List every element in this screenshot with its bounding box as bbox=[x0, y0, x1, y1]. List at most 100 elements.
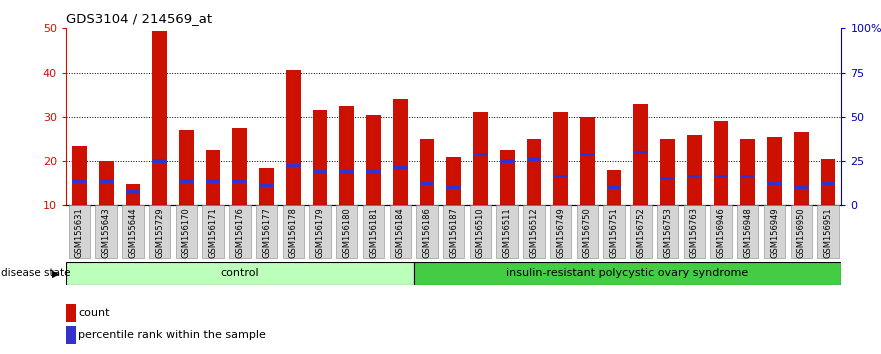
Bar bbox=[69, 205, 90, 258]
Text: GSM156512: GSM156512 bbox=[529, 207, 538, 258]
Text: GSM156752: GSM156752 bbox=[636, 207, 646, 258]
Bar bbox=[470, 205, 491, 258]
Bar bbox=[687, 135, 701, 205]
Bar bbox=[523, 205, 544, 258]
Bar bbox=[818, 205, 839, 258]
Bar bbox=[149, 205, 170, 258]
Bar bbox=[443, 205, 464, 258]
Bar bbox=[687, 175, 701, 178]
Bar bbox=[259, 168, 274, 205]
Bar bbox=[233, 128, 248, 205]
Bar bbox=[500, 159, 515, 163]
Text: GSM155729: GSM155729 bbox=[155, 207, 164, 258]
Bar bbox=[447, 156, 461, 205]
Text: GSM156948: GSM156948 bbox=[744, 207, 752, 258]
Bar bbox=[313, 171, 328, 174]
Text: ▶: ▶ bbox=[51, 268, 59, 279]
Bar bbox=[740, 139, 755, 205]
Bar bbox=[366, 171, 381, 174]
Bar bbox=[580, 153, 595, 156]
Bar bbox=[95, 205, 117, 258]
Bar bbox=[286, 164, 300, 167]
Bar bbox=[737, 205, 759, 258]
Text: GSM156750: GSM156750 bbox=[583, 207, 592, 258]
Bar bbox=[820, 182, 835, 185]
Bar bbox=[126, 184, 140, 205]
Bar bbox=[122, 205, 144, 258]
Bar bbox=[660, 177, 675, 181]
Bar bbox=[764, 205, 785, 258]
Text: GSM156946: GSM156946 bbox=[716, 207, 726, 258]
Text: GSM156177: GSM156177 bbox=[262, 207, 271, 258]
Bar bbox=[714, 121, 729, 205]
Bar bbox=[313, 110, 328, 205]
Bar bbox=[66, 304, 76, 321]
Bar bbox=[259, 184, 274, 187]
Bar bbox=[630, 205, 652, 258]
Bar bbox=[283, 205, 304, 258]
Bar bbox=[126, 190, 140, 194]
Bar bbox=[206, 179, 220, 183]
Text: GSM155644: GSM155644 bbox=[129, 207, 137, 258]
Text: GSM156179: GSM156179 bbox=[315, 207, 324, 258]
Bar bbox=[497, 205, 518, 258]
Bar bbox=[72, 145, 87, 205]
Text: GSM156753: GSM156753 bbox=[663, 207, 672, 258]
Bar bbox=[255, 205, 278, 258]
Text: GSM156178: GSM156178 bbox=[289, 207, 298, 258]
Bar bbox=[417, 205, 438, 258]
Bar bbox=[767, 182, 781, 185]
Bar bbox=[714, 175, 729, 178]
Bar bbox=[473, 113, 488, 205]
Bar bbox=[233, 179, 248, 183]
Bar bbox=[203, 205, 224, 258]
Bar bbox=[66, 326, 76, 344]
Bar bbox=[660, 139, 675, 205]
Text: GSM156950: GSM156950 bbox=[796, 207, 806, 258]
Text: GSM156951: GSM156951 bbox=[824, 207, 833, 258]
Text: GSM156176: GSM156176 bbox=[235, 207, 244, 258]
Bar bbox=[790, 205, 812, 258]
Bar bbox=[413, 262, 841, 285]
Text: GSM156171: GSM156171 bbox=[209, 207, 218, 258]
Text: GSM156749: GSM156749 bbox=[556, 207, 565, 258]
Bar bbox=[447, 186, 461, 189]
Bar bbox=[580, 117, 595, 205]
Bar bbox=[740, 175, 755, 178]
Bar bbox=[286, 70, 300, 205]
Text: control: control bbox=[220, 268, 259, 279]
Text: GSM156170: GSM156170 bbox=[181, 207, 191, 258]
Bar bbox=[657, 205, 678, 258]
Bar bbox=[473, 153, 488, 156]
Bar bbox=[500, 150, 515, 205]
Bar bbox=[152, 159, 167, 163]
Bar bbox=[179, 179, 194, 183]
Text: GSM156180: GSM156180 bbox=[343, 207, 352, 258]
Bar bbox=[99, 161, 114, 205]
Text: GSM156186: GSM156186 bbox=[423, 207, 432, 258]
Text: insulin-resistant polycystic ovary syndrome: insulin-resistant polycystic ovary syndr… bbox=[507, 268, 749, 279]
Bar bbox=[366, 115, 381, 205]
Text: GSM156751: GSM156751 bbox=[610, 207, 618, 258]
Text: GSM156187: GSM156187 bbox=[449, 207, 458, 258]
Bar bbox=[419, 182, 434, 185]
Bar bbox=[152, 30, 167, 205]
Bar bbox=[72, 179, 87, 183]
Bar bbox=[550, 205, 572, 258]
Bar bbox=[309, 205, 330, 258]
Text: GSM156511: GSM156511 bbox=[503, 207, 512, 258]
Bar bbox=[603, 205, 625, 258]
Bar bbox=[389, 205, 411, 258]
Bar bbox=[393, 166, 408, 169]
Text: GSM156181: GSM156181 bbox=[369, 207, 378, 258]
Bar bbox=[66, 262, 413, 285]
Text: GSM156949: GSM156949 bbox=[770, 207, 779, 258]
Bar bbox=[527, 139, 541, 205]
Bar bbox=[607, 170, 621, 205]
Bar bbox=[99, 179, 114, 183]
Bar bbox=[175, 205, 197, 258]
Text: GSM156184: GSM156184 bbox=[396, 207, 404, 258]
Bar bbox=[607, 186, 621, 189]
Text: GDS3104 / 214569_at: GDS3104 / 214569_at bbox=[66, 12, 212, 25]
Bar bbox=[339, 106, 354, 205]
